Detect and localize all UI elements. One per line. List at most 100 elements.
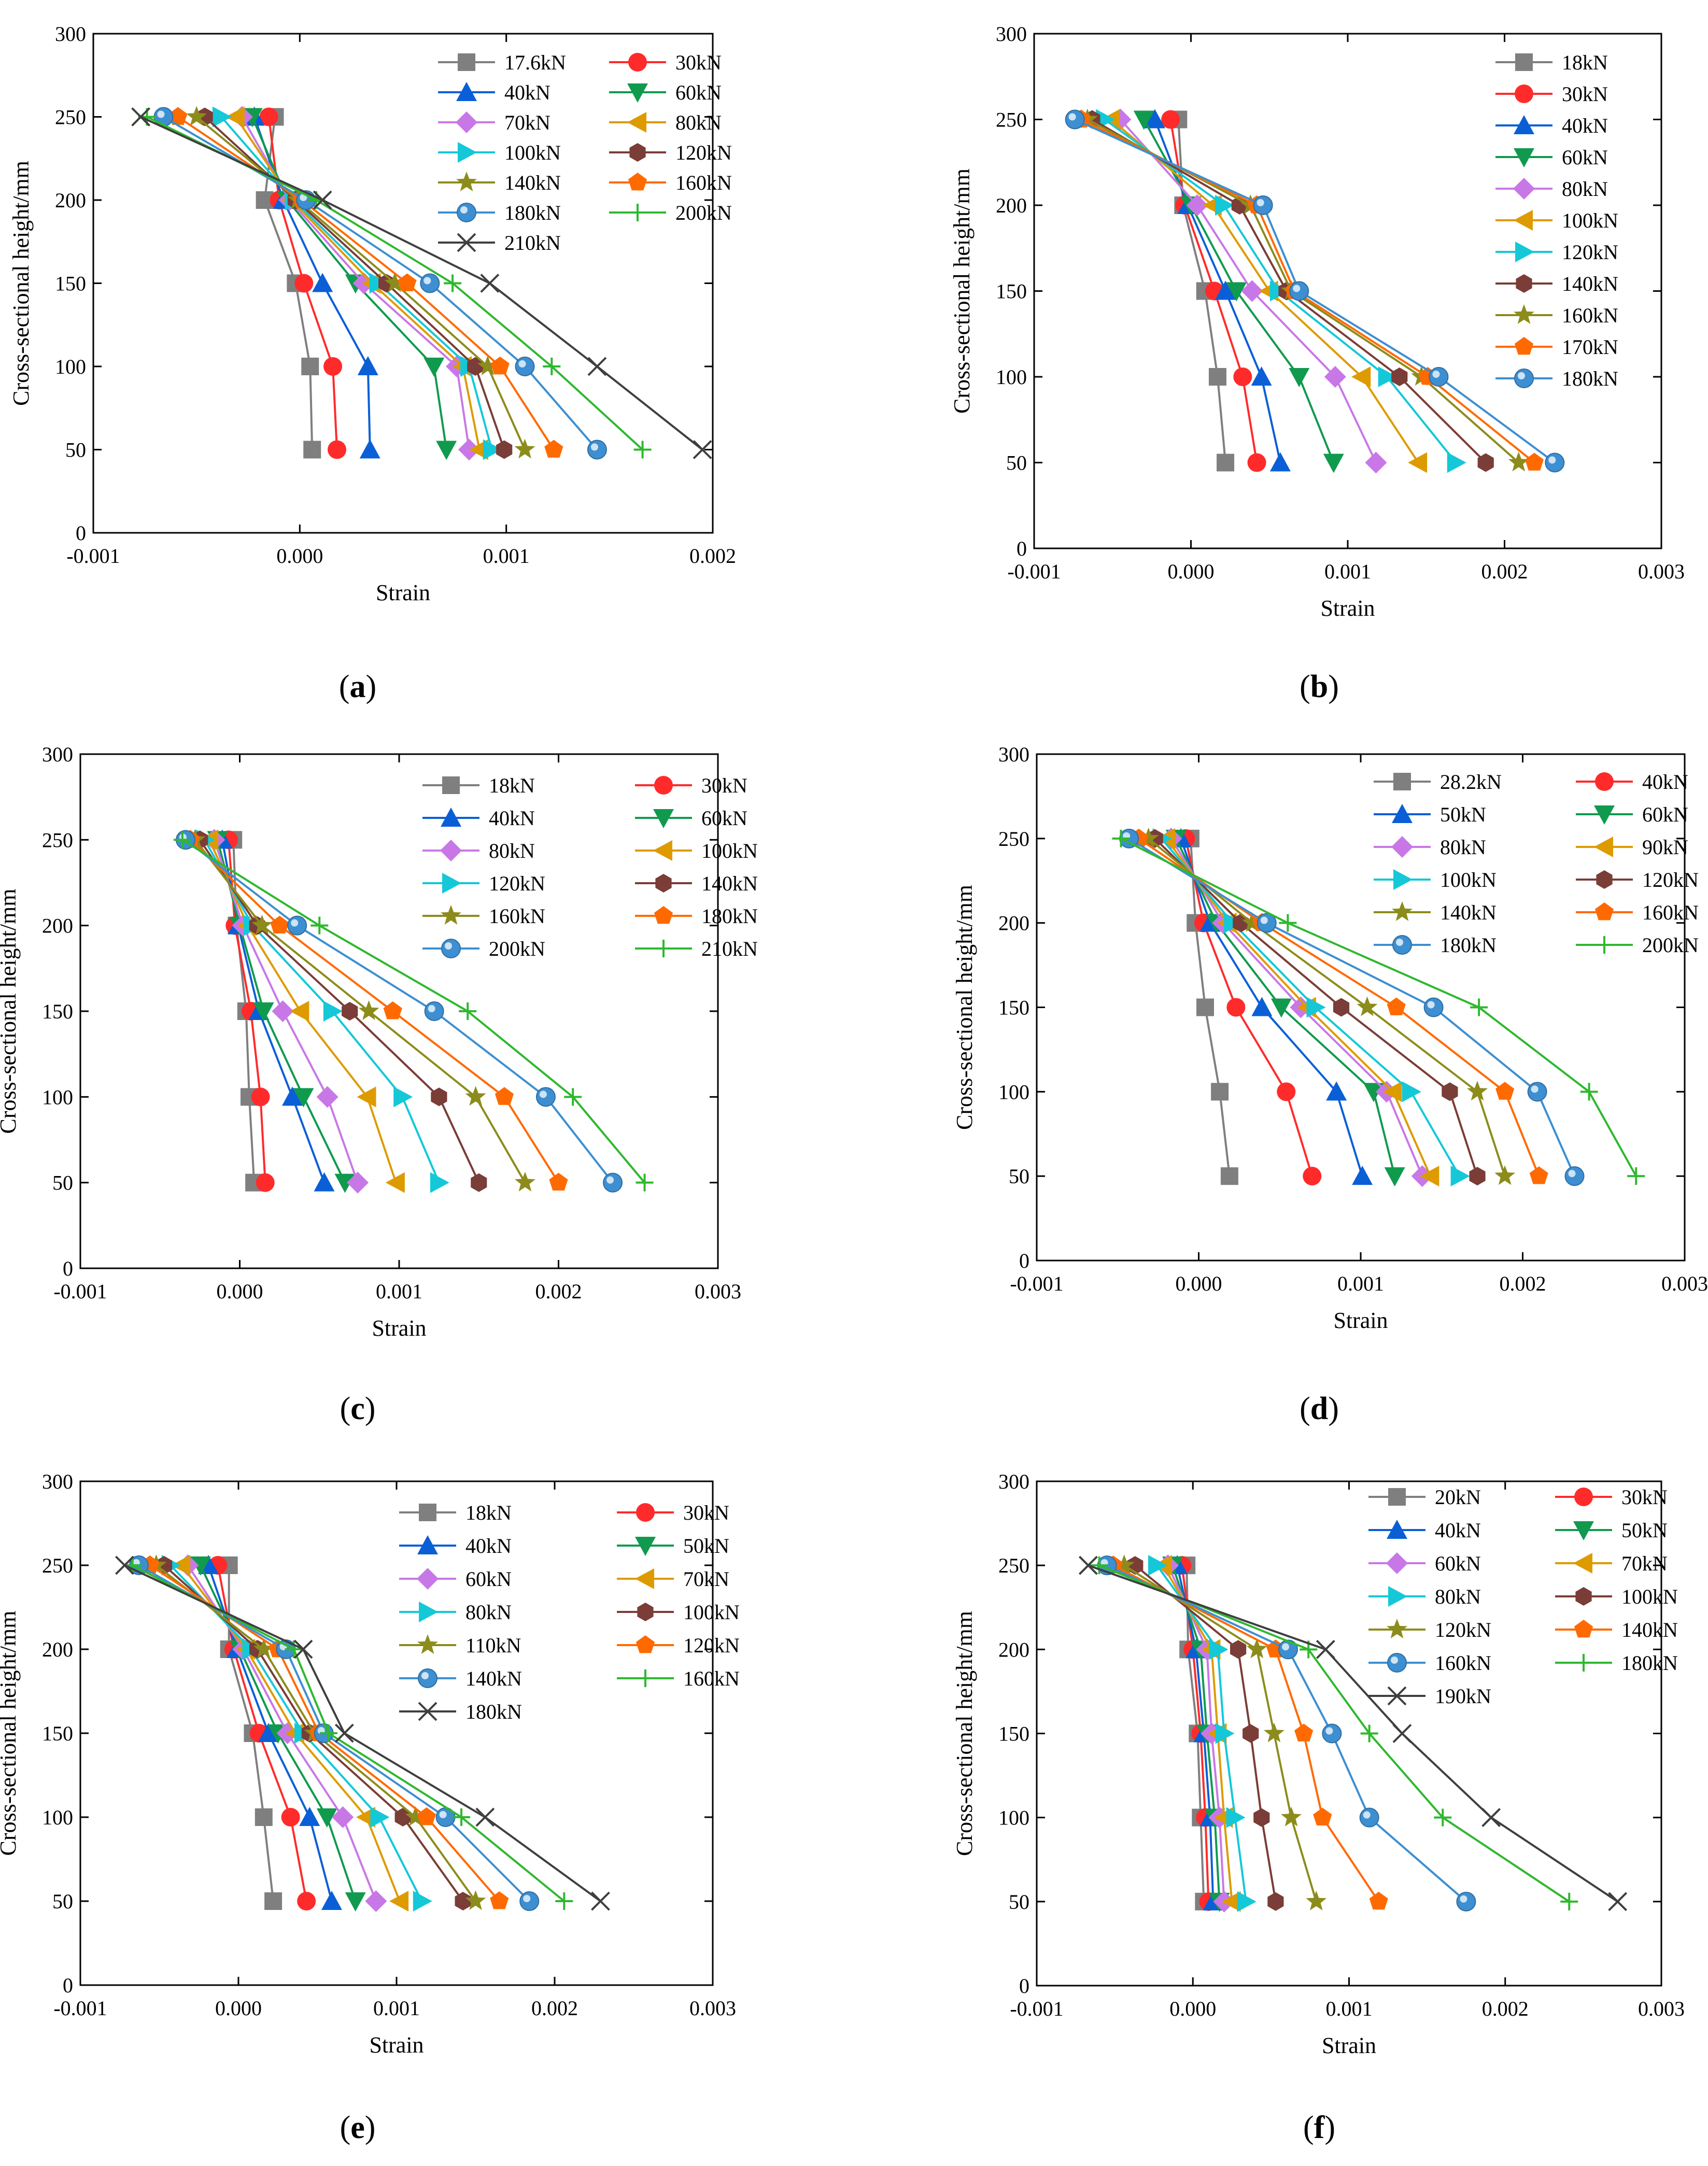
- legend-item: 200kN: [422, 937, 545, 960]
- legend-label: 28.2kN: [1440, 770, 1502, 794]
- caption-open-paren: (: [1300, 1391, 1310, 1426]
- data-point: [1545, 452, 1565, 473]
- data-point: [1402, 1081, 1421, 1102]
- legend-item: 160kN: [1576, 901, 1699, 924]
- legend-marker: [1392, 901, 1413, 921]
- data-point: [264, 1892, 283, 1910]
- legend-marker: [419, 1504, 436, 1521]
- marker-ball-body: [1392, 935, 1412, 955]
- marker-ball-body: [1527, 1082, 1547, 1102]
- legend-item: 160kN: [617, 1667, 740, 1690]
- legend-marker: [1596, 870, 1613, 889]
- legend-marker: [441, 939, 461, 958]
- data-point: [564, 1088, 582, 1106]
- data-point: [312, 273, 333, 292]
- data-point: [1434, 1808, 1452, 1827]
- legend: 17.6kN 30kN 40kN 60kN 70kN 80kN 100kN 120kN 140k…: [438, 51, 732, 254]
- y-tick-label: 100: [996, 365, 1027, 389]
- legend-label: 40kN: [1435, 1519, 1481, 1542]
- data-point: [1525, 452, 1544, 471]
- legend-item: 30kN: [1555, 1485, 1668, 1509]
- legend-marker: [441, 808, 461, 827]
- legend-marker: [1574, 1488, 1593, 1506]
- x-tick-label: -0.001: [1010, 1272, 1063, 1295]
- legend-marker: [458, 142, 477, 163]
- y-tick-label: 250: [42, 828, 73, 852]
- legend-item: 18kN: [399, 1501, 512, 1524]
- data-point: [1161, 110, 1180, 129]
- x-tick-label: 0.001: [1324, 560, 1371, 583]
- data-point: [477, 356, 498, 375]
- x-tick-label: 0.002: [535, 1280, 582, 1303]
- marker-ball-highlight: [1282, 1643, 1290, 1651]
- legend-label: 160kN: [489, 904, 545, 928]
- data-point: [420, 273, 440, 293]
- data-point: [316, 1808, 337, 1828]
- legend-label: 200kN: [489, 937, 545, 960]
- data-point: [1429, 367, 1449, 387]
- legend-item: 120kN: [422, 872, 545, 895]
- marker-ball-highlight: [606, 1176, 614, 1184]
- data-point: [483, 439, 502, 460]
- series-30kN: [259, 107, 347, 459]
- data-point: [1392, 1724, 1412, 1743]
- legend-marker: [1574, 1620, 1593, 1638]
- legend-label: 160kN: [1435, 1651, 1491, 1675]
- data-point: [424, 358, 445, 377]
- y-tick-label: 50: [1009, 1890, 1029, 1914]
- data-point: [1608, 1892, 1628, 1912]
- legend-item: 40kN: [1368, 1519, 1481, 1542]
- legend-marker: [417, 1634, 438, 1654]
- data-point: [535, 1087, 556, 1107]
- caption-close-paren: ): [1324, 2110, 1335, 2145]
- caption-letter: b: [1310, 669, 1328, 704]
- data-point: [587, 440, 607, 460]
- data-point: [1220, 1167, 1238, 1185]
- data-point: [1316, 1639, 1335, 1659]
- legend-label: 60kN: [701, 806, 747, 830]
- caption-letter: d: [1310, 1391, 1328, 1426]
- legend-label: 60kN: [1642, 803, 1688, 826]
- y-tick-label: 50: [52, 1890, 73, 1913]
- series-100kN: [1100, 109, 1428, 473]
- marker-ball-highlight: [1391, 1657, 1398, 1664]
- legend-item: 80kN: [399, 1601, 512, 1624]
- data-point: [287, 915, 307, 936]
- legend-item: 200kN: [609, 201, 732, 224]
- data-point: [1078, 1555, 1098, 1575]
- data-point: [1560, 1892, 1578, 1910]
- legend-label: 200kN: [675, 201, 732, 224]
- data-point: [1627, 1167, 1645, 1185]
- data-point: [290, 1001, 309, 1022]
- legend-label: 90kN: [1642, 836, 1688, 859]
- data-point: [1144, 109, 1165, 129]
- y-tick-label: 150: [55, 272, 86, 295]
- legend-label: 60kN: [465, 1567, 512, 1591]
- x-tick-label: 0.000: [1176, 1272, 1222, 1295]
- data-point: [1277, 1082, 1296, 1101]
- legend-item: 28.2kN: [1374, 770, 1502, 794]
- panel-caption: (c): [340, 1391, 376, 1426]
- marker-ball-body: [287, 915, 307, 936]
- legend-item: 180kN: [1495, 367, 1618, 390]
- data-point: [1359, 1807, 1379, 1828]
- marker-ball-highlight: [1257, 199, 1264, 206]
- data-point: [293, 1088, 314, 1108]
- legend-item: 210kN: [635, 937, 758, 960]
- data-point: [1469, 1167, 1486, 1186]
- data-point: [345, 1892, 366, 1912]
- legend-marker: [637, 1669, 654, 1687]
- data-point: [358, 1000, 379, 1020]
- marker-ball-body: [587, 440, 607, 460]
- data-point: [693, 440, 712, 459]
- x-tick-label: -0.001: [53, 1280, 107, 1303]
- legend-marker: [627, 83, 648, 103]
- x-tick-label: 0.002: [1481, 560, 1528, 583]
- legend-marker: [627, 112, 646, 133]
- series-70kN: [171, 1555, 409, 1912]
- series-200kN: [1112, 829, 1645, 1185]
- legend-item: 40kN: [1495, 114, 1608, 137]
- data-point: [1196, 998, 1214, 1016]
- legend-item: 70kN: [617, 1567, 729, 1591]
- legend-label: 18kN: [1562, 51, 1608, 74]
